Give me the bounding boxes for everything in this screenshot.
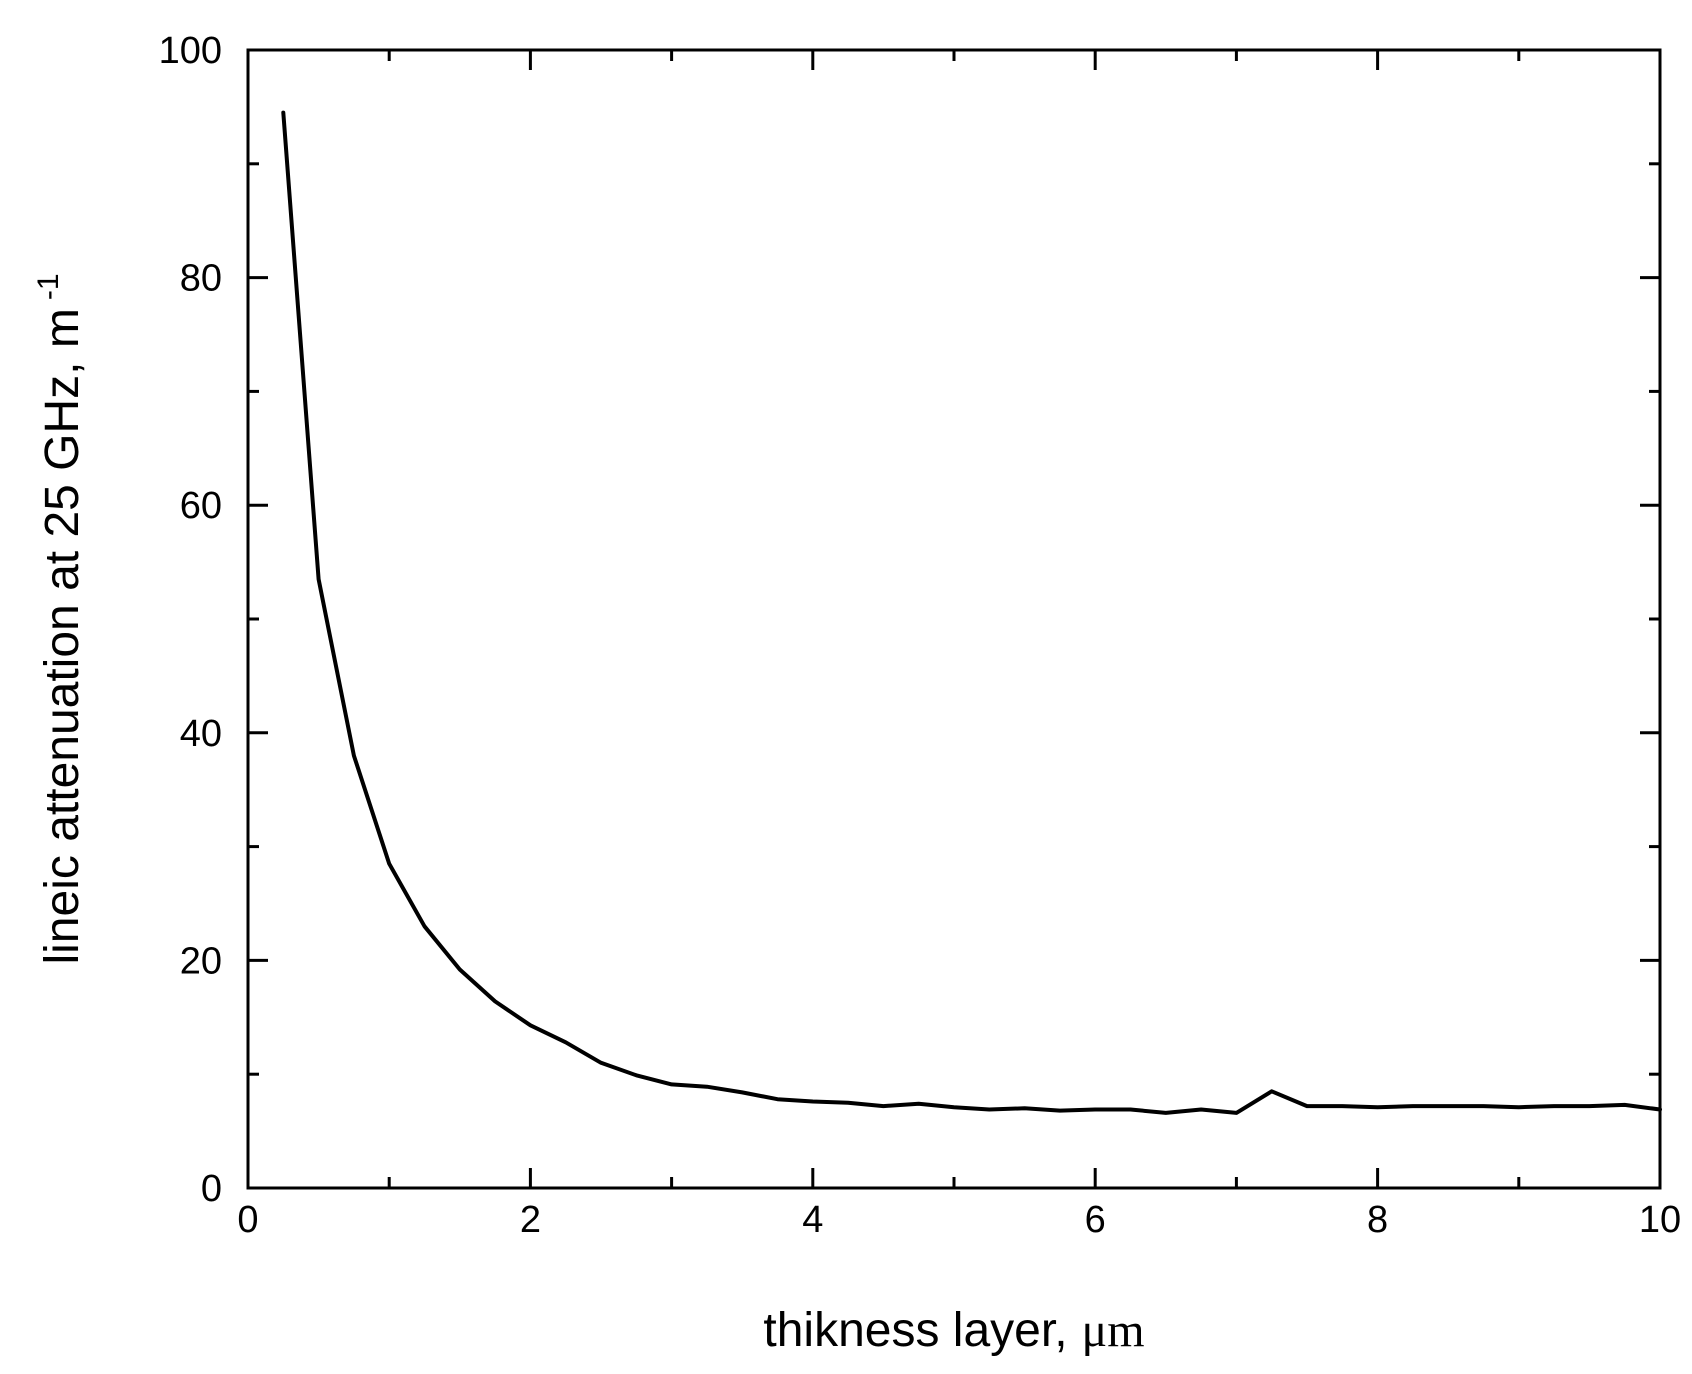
y-tick-label: 60	[180, 485, 222, 527]
x-tick-label: 4	[802, 1199, 823, 1241]
y-tick-label: 40	[180, 713, 222, 755]
x-axis-title: thikness layer, μm	[763, 1304, 1144, 1357]
plot-frame	[246, 48, 1662, 1190]
y-axis-exponent: -1	[32, 273, 65, 300]
y-tick-label: 100	[159, 30, 222, 72]
x-tick-label: 6	[1085, 1199, 1106, 1241]
x-axis-unit: μm	[1082, 1304, 1145, 1357]
data-line	[281, 110, 1662, 1115]
x-tick-label: 8	[1367, 1199, 1388, 1241]
y-axis-label: lineic attenuation at 25 GHz, m	[36, 308, 89, 964]
y-tick-labels: 0 20 40 60 80 100	[159, 30, 222, 1210]
y-tick-label: 0	[201, 1168, 222, 1210]
x-axis-label: thikness layer,	[763, 1304, 1067, 1357]
axis-ticks	[246, 48, 1662, 1190]
x-tick-label: 10	[1639, 1199, 1681, 1241]
y-tick-label: 80	[180, 258, 222, 300]
y-tick-label: 20	[180, 940, 222, 982]
x-tick-label: 2	[520, 1199, 541, 1241]
x-tick-labels: 0 2 4 6 8 10	[237, 1199, 1681, 1241]
x-tick-label: 0	[237, 1199, 258, 1241]
y-axis-title: lineic attenuation at 25 GHz, m -1	[32, 273, 89, 964]
